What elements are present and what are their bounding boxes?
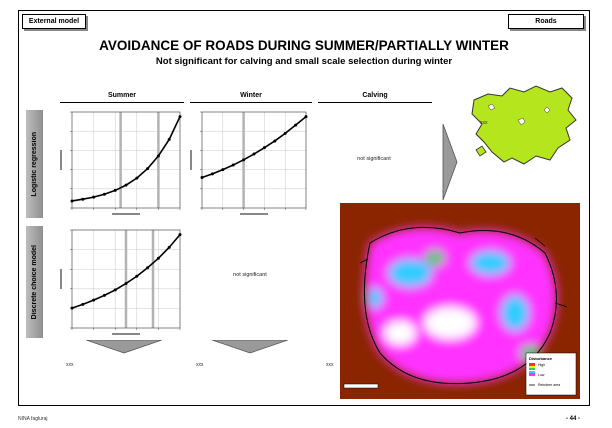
legend-reindeer-area: Reindeer area bbox=[538, 383, 560, 387]
down-arrow-winter-icon bbox=[212, 340, 288, 354]
data-point bbox=[304, 115, 308, 119]
plot-logistic-winter bbox=[190, 111, 308, 215]
data-point bbox=[156, 256, 160, 260]
data-point bbox=[262, 146, 266, 150]
footer-left-text: NINA fagluraj bbox=[18, 416, 48, 422]
plot-logistic-summer bbox=[60, 111, 182, 215]
data-point bbox=[102, 293, 106, 297]
data-point bbox=[146, 266, 150, 270]
down-arrow-summer-icon bbox=[86, 340, 162, 354]
row-label-logistic-text: Logistic regression bbox=[31, 131, 38, 197]
slide-title: AVOIDANCE OF ROADS DURING SUMMER/PARTIAL… bbox=[99, 38, 509, 53]
data-point bbox=[273, 139, 277, 143]
column-label-calving: Calving bbox=[362, 92, 388, 99]
column-label-winter: Winter bbox=[240, 92, 262, 99]
data-point bbox=[146, 167, 150, 171]
data-point bbox=[92, 298, 96, 302]
plot-border bbox=[201, 111, 307, 209]
placeholder-winter: xxx bbox=[196, 362, 204, 368]
column-header-winter: Winter bbox=[190, 92, 312, 103]
page-number: - 44 - bbox=[566, 416, 581, 422]
x-axis-label-bar bbox=[240, 213, 268, 215]
external-model-tag: External model bbox=[22, 14, 86, 29]
data-point bbox=[221, 168, 225, 172]
column-header-calving: Calving bbox=[318, 92, 432, 103]
column-header-summer: Summer bbox=[60, 92, 184, 103]
series-line bbox=[201, 115, 307, 179]
area-map-label: xxx bbox=[480, 120, 488, 126]
data-point bbox=[113, 288, 117, 292]
data-point bbox=[178, 115, 182, 119]
data-point bbox=[92, 195, 96, 199]
data-point bbox=[252, 152, 256, 156]
legend-high: High bbox=[538, 363, 545, 367]
row-label-dcm-text: Discrete choice model bbox=[31, 244, 38, 320]
plot-border bbox=[71, 229, 181, 329]
data-point bbox=[156, 154, 160, 158]
data-point bbox=[70, 306, 74, 310]
data-point bbox=[231, 163, 235, 167]
legend-title: Disturbance bbox=[529, 356, 553, 361]
placeholder-summer: xxx bbox=[66, 362, 74, 368]
row-label-dcm: Discrete choice model bbox=[26, 226, 43, 338]
placeholder-calving: xxx bbox=[326, 362, 334, 368]
data-point bbox=[81, 197, 85, 201]
not-significant-calving: not significant bbox=[357, 156, 391, 162]
plot-border bbox=[71, 111, 181, 209]
data-point bbox=[81, 302, 85, 306]
area-map: xxx bbox=[471, 85, 577, 165]
y-axis-label-bar bbox=[60, 150, 62, 170]
legend-low: Low bbox=[538, 373, 545, 377]
x-axis-label-bar bbox=[112, 333, 140, 335]
data-point bbox=[294, 123, 298, 127]
data-point bbox=[167, 245, 171, 249]
data-point bbox=[102, 192, 106, 196]
data-point bbox=[283, 131, 287, 135]
data-point bbox=[124, 281, 128, 285]
y-axis-label-bar bbox=[190, 150, 192, 170]
series-line bbox=[71, 116, 181, 202]
x-axis-label-bar bbox=[112, 213, 140, 215]
not-significant-winter-dcm: not significant bbox=[233, 272, 267, 278]
data-point bbox=[135, 274, 139, 278]
column-label-summer: Summer bbox=[107, 92, 136, 99]
roads-tag: Roads bbox=[508, 14, 584, 29]
data-point bbox=[210, 172, 214, 176]
right-arrow-icon bbox=[442, 124, 458, 200]
data-point bbox=[135, 176, 139, 180]
data-point bbox=[70, 199, 74, 203]
y-axis-label-bar bbox=[60, 269, 62, 289]
slide-frame bbox=[18, 10, 590, 406]
data-point bbox=[167, 137, 171, 141]
data-point bbox=[124, 183, 128, 187]
data-point bbox=[242, 158, 246, 162]
plot-dcm-summer bbox=[60, 229, 182, 335]
slide-subtitle: Not significant for calving and small sc… bbox=[155, 56, 453, 67]
data-point bbox=[200, 176, 204, 180]
data-point bbox=[178, 233, 182, 237]
disturbance-heatmap: Disturbance High Low Reindeer area bbox=[340, 203, 580, 399]
row-label-logistic: Logistic regression bbox=[26, 110, 43, 218]
data-point bbox=[113, 188, 117, 192]
